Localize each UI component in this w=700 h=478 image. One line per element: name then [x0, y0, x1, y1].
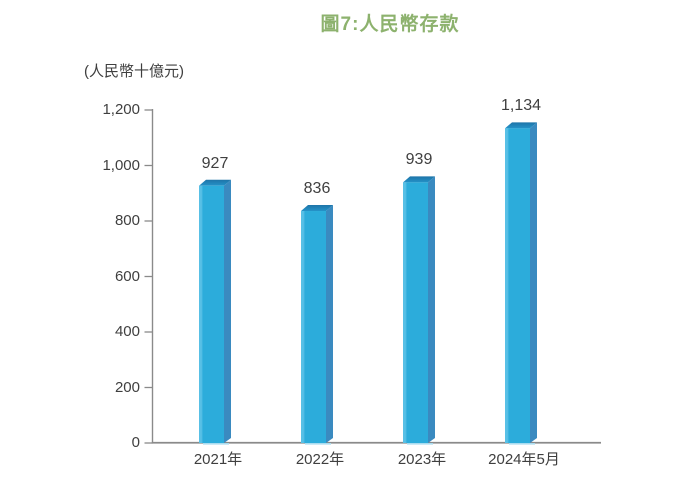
bar-value-label: 927	[201, 154, 229, 172]
y-tick-label: 1,000	[102, 156, 140, 174]
bar-front-face	[403, 182, 428, 444]
bar-base-edge	[509, 443, 535, 445]
chart-title: 圖7:人民幣存款	[320, 14, 460, 35]
x-category-label: 2023年	[397, 451, 447, 468]
bar-side-face	[224, 179, 231, 443]
bar-side-face	[428, 176, 435, 444]
bar-side-face	[326, 205, 333, 443]
y-tick-label: 800	[114, 212, 140, 229]
x-category-label: 2024年5月	[488, 451, 560, 468]
bar-front-face	[301, 211, 326, 443]
bar-top-face	[403, 176, 435, 183]
x-category-label: 2021年	[193, 451, 243, 468]
bar-base-edge	[407, 443, 433, 445]
y-tick-label: 600	[114, 267, 140, 285]
y-tick-label: 0	[131, 434, 140, 451]
bar-value-label: 1,134	[500, 97, 542, 115]
bar-value-label: 939	[405, 151, 433, 169]
bar-top-face	[505, 122, 537, 129]
bar-side-face	[530, 122, 537, 443]
x-category-label: 2022年	[295, 451, 345, 468]
bar-base-edge	[203, 443, 229, 445]
bar-front-face	[505, 128, 530, 443]
bar-top-face	[199, 179, 231, 186]
bar-front-face	[199, 185, 224, 443]
bar-top-face	[301, 205, 333, 212]
y-tick-label: 400	[114, 323, 140, 340]
y-tick-label: 200	[114, 378, 140, 396]
bar-base-edge	[305, 443, 331, 445]
y-axis-unit-label: (人民幣十億元)	[84, 63, 184, 80]
y-tick-label: 1,200	[102, 101, 140, 118]
bar-value-label: 836	[303, 180, 331, 197]
